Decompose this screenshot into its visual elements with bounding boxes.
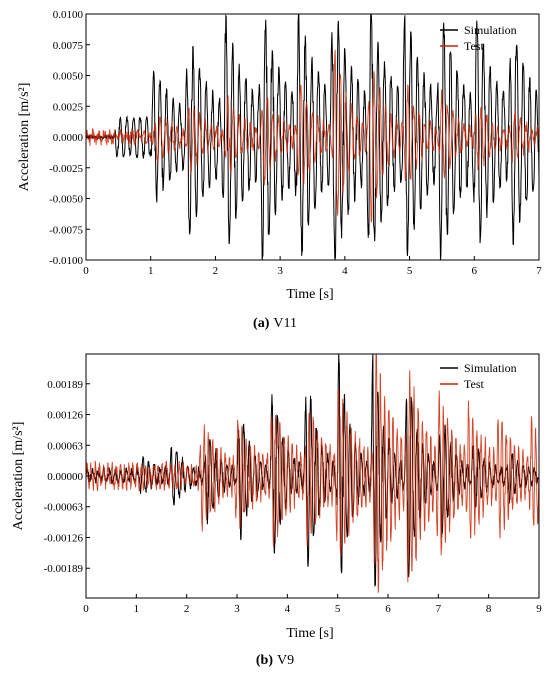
x-tick-label: 2 bbox=[213, 265, 219, 277]
y-tick-label: 0.0050 bbox=[53, 71, 84, 83]
x-tick-label: 1 bbox=[148, 265, 154, 277]
y-tick-label: -0.0100 bbox=[49, 255, 83, 267]
y-axis-title-a: Acceleration [m/s²] bbox=[17, 83, 32, 192]
legend-b: Simulation Test bbox=[440, 361, 517, 391]
series-line-test-a bbox=[85, 49, 540, 223]
y-tick-label: 0.00000 bbox=[47, 471, 83, 483]
x-tick-label: 7 bbox=[536, 265, 542, 277]
x-axis-title-b: Time [s] bbox=[286, 626, 333, 641]
y-tick-label: 0.00189 bbox=[47, 379, 83, 391]
x-tick-label: 5 bbox=[335, 603, 341, 615]
x-tick-label: 8 bbox=[486, 603, 492, 615]
legend-label-simulation-b: Simulation bbox=[464, 361, 517, 375]
x-tick-label: 0 bbox=[83, 603, 89, 615]
x-tick-label: 0 bbox=[83, 265, 89, 277]
y-tick-label: -0.0050 bbox=[49, 194, 83, 206]
x-tick-label: 6 bbox=[385, 603, 391, 615]
series-line-simulation-a bbox=[85, 13, 540, 261]
x-tick-label: 2 bbox=[184, 603, 190, 615]
x-tick-label: 7 bbox=[436, 603, 442, 615]
legend-label-test-a: Test bbox=[464, 39, 484, 53]
y-tick-label: 0.00063 bbox=[47, 440, 83, 452]
caption-letter-b: (b) bbox=[256, 653, 273, 668]
series-line-test-b bbox=[85, 353, 540, 593]
caption-name-a: V11 bbox=[273, 316, 297, 331]
x-tick-label: 4 bbox=[285, 603, 291, 615]
x-tick-label: 3 bbox=[277, 265, 283, 277]
y-tick-label: 0.0075 bbox=[53, 40, 84, 52]
y-tick-label: 0.0025 bbox=[53, 101, 84, 113]
caption-name-b: V9 bbox=[277, 653, 294, 668]
caption-letter-a: (a) bbox=[253, 316, 270, 331]
panel-a: 0 1 2 3 4 5 6 7 -0.0100 -0.0075 -0.0050 -0.0025 0.00… bbox=[17, 9, 542, 331]
x-tick-label: 4 bbox=[342, 265, 348, 277]
x-tick-label: 6 bbox=[472, 265, 478, 277]
y-tick-label: 0.0100 bbox=[53, 9, 84, 21]
y-tick-label: -0.00063 bbox=[44, 502, 84, 514]
y-tick-label: 0.00126 bbox=[47, 410, 83, 422]
x-tick-label: 1 bbox=[134, 603, 140, 615]
x-tick-label: 9 bbox=[536, 603, 542, 615]
legend-a: Simulation Test bbox=[440, 23, 517, 53]
x-tick-label: 5 bbox=[407, 265, 413, 277]
y-tick-label: -0.00126 bbox=[44, 532, 84, 544]
caption-b: (b) V9 bbox=[256, 653, 294, 668]
y-tick-label: 0.0000 bbox=[53, 132, 84, 144]
legend-label-test-b: Test bbox=[464, 377, 484, 391]
y-tick-label: -0.0025 bbox=[49, 163, 83, 175]
panel-b: 0 1 2 3 4 5 6 7 8 9 -0.00189 -0.00126 -0.00063 0.0000… bbox=[11, 353, 542, 668]
y-tick-label: -0.0075 bbox=[49, 224, 83, 236]
x-axis-title-a: Time [s] bbox=[286, 287, 333, 302]
legend-label-simulation-a: Simulation bbox=[464, 23, 517, 37]
x-tick-label: 3 bbox=[234, 603, 240, 615]
y-tick-label: -0.00189 bbox=[44, 563, 84, 575]
y-axis-title-b: Acceleration [m/s²] bbox=[11, 422, 26, 531]
caption-a: (a) V11 bbox=[253, 316, 297, 331]
